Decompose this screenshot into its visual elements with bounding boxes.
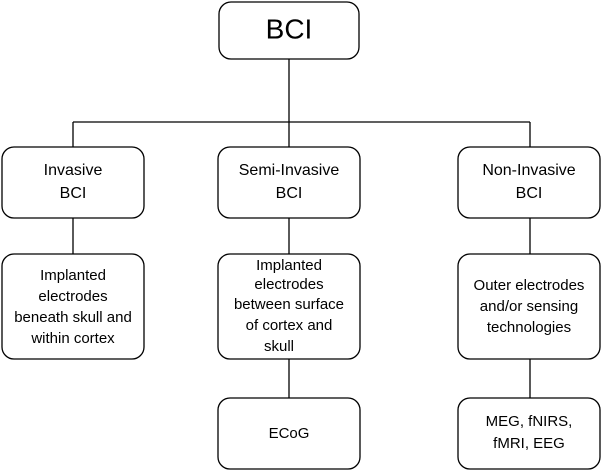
invasive-description-line: Implanted — [40, 267, 106, 284]
non-invasive-title-line2: BCI — [516, 185, 543, 202]
invasive-description-line: electrodes — [38, 288, 107, 305]
non-invasive-description-line: and/or sensing — [480, 298, 578, 315]
semi-invasive-title-line1: Semi-Invasive — [239, 162, 340, 179]
root-node: BCI — [218, 1, 360, 60]
semi-invasive-description-line: skull — [264, 338, 294, 355]
root-label: BCI — [266, 13, 313, 44]
semi-invasive-description-line: between surface — [234, 296, 344, 313]
semi-invasive-example-box — [217, 397, 361, 470]
non-invasive-description-line: Outer electrodes — [474, 277, 585, 294]
semi-invasive-description-line: of cortex and — [246, 317, 333, 334]
semi-invasive-example: ECoG — [269, 425, 310, 442]
category-non-invasive: Non-Invasive BCI Outer electrodes and/or… — [457, 146, 601, 470]
semi-invasive-description-line: electrodes — [254, 276, 323, 293]
non-invasive-example-line: fMRI, EEG — [493, 435, 565, 452]
semi-invasive-description-line: Implanted — [256, 257, 322, 274]
invasive-title-line1: Invasive — [44, 162, 103, 179]
invasive-description-box — [1, 253, 145, 360]
category-invasive: Invasive BCI Implanted electrodes beneat… — [1, 146, 145, 360]
invasive-description-line: within cortex — [30, 330, 115, 347]
semi-invasive-description-box — [217, 253, 361, 360]
semi-invasive-title-line2: BCI — [276, 185, 303, 202]
non-invasive-example-box — [457, 397, 601, 470]
non-invasive-title-line1: Non-Invasive — [482, 162, 575, 179]
connectors — [72, 59, 531, 398]
invasive-description-line: beneath skull and — [14, 309, 132, 326]
non-invasive-example-line: MEG, fNIRS, — [486, 413, 573, 430]
root-box — [218, 1, 360, 60]
non-invasive-description-line: technologies — [487, 319, 571, 336]
invasive-title-line2: BCI — [60, 185, 87, 202]
non-invasive-description-box — [457, 253, 601, 360]
invasive-title-box — [1, 146, 145, 219]
category-semi-invasive: Semi-Invasive BCI Implanted electrodes b… — [217, 146, 361, 470]
non-invasive-title-box — [457, 146, 601, 219]
semi-invasive-title-box — [217, 146, 361, 219]
